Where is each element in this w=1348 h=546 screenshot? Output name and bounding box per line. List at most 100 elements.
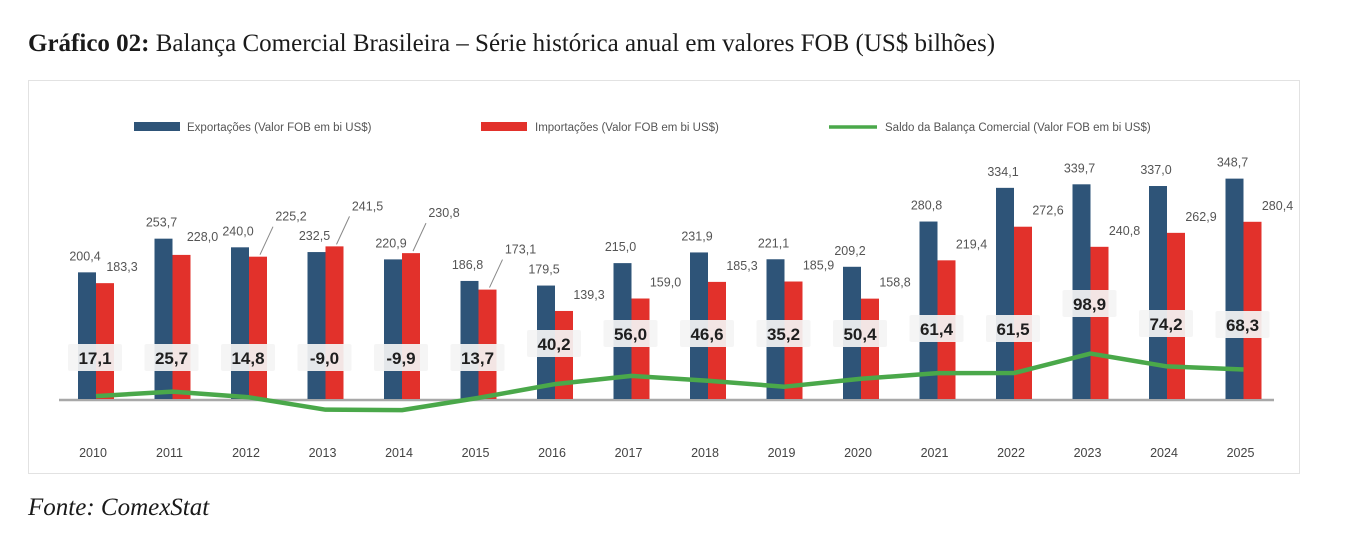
data-label-balance-2015: 13,7 — [461, 349, 494, 368]
data-label-imports-2022: 272,6 — [1032, 204, 1063, 218]
chart-title-prefix: Gráfico 02: — [28, 30, 150, 57]
data-label-balance-2024: 74,2 — [1149, 315, 1182, 334]
data-label-exports-2019: 221,1 — [758, 236, 789, 250]
balance-label-box-2020 — [833, 320, 887, 347]
bar-imports-2010 — [96, 283, 114, 399]
bar-imports-2022 — [1014, 226, 1032, 399]
chart-frame: Exportações (Valor FOB em bi US$) Importa… — [28, 80, 1300, 474]
x-tick-label-2025: 2025 — [1227, 446, 1255, 460]
leader-line-imports-2013 — [336, 216, 350, 245]
x-tick-label-2010: 2010 — [79, 446, 107, 460]
data-label-balance-2012: 14,8 — [231, 349, 264, 368]
data-label-imports-2014: 230,8 — [428, 206, 459, 220]
balance-label-box-2017 — [603, 320, 658, 347]
bar-exports-2024 — [1149, 186, 1167, 399]
data-label-exports-2010: 200,4 — [69, 249, 100, 263]
bar-exports-2025 — [1225, 178, 1244, 399]
data-label-balance-2010: 17,1 — [78, 349, 111, 368]
data-label-exports-2025: 348,7 — [1217, 156, 1248, 170]
x-tick-label-2023: 2023 — [1074, 446, 1102, 460]
legend-swatch-exports — [134, 122, 180, 131]
bar-imports-2011 — [172, 254, 191, 399]
data-label-exports-2011: 253,7 — [146, 216, 177, 230]
x-tick-label-2016: 2016 — [538, 446, 566, 460]
bar-exports-2021 — [919, 221, 938, 399]
x-tick-label-2018: 2018 — [691, 446, 719, 460]
bar-exports-2010 — [78, 272, 96, 399]
data-label-exports-2024: 337,0 — [1140, 163, 1171, 177]
bar-line-chart: Exportações (Valor FOB em bi US$) Importa… — [59, 122, 1293, 460]
data-label-imports-2020: 158,8 — [879, 276, 910, 290]
x-tick-label-2022: 2022 — [997, 446, 1025, 460]
data-label-balance-2022: 61,5 — [996, 320, 1029, 339]
legend-label-balance: Saldo da Balança Comercial (Valor FOB em… — [885, 122, 1151, 134]
data-label-imports-2012: 225,2 — [275, 210, 306, 224]
data-label-exports-2023: 339,7 — [1064, 161, 1095, 175]
data-label-imports-2023: 240,8 — [1109, 224, 1140, 238]
data-label-balance-2013: -9,0 — [310, 349, 339, 368]
data-label-balance-2011: 25,7 — [155, 349, 188, 368]
data-label-exports-2020: 209,2 — [834, 244, 865, 258]
balance-label-box-2015 — [450, 344, 505, 371]
x-tick-label-2011: 2011 — [156, 446, 183, 460]
data-label-balance-2025: 68,3 — [1226, 316, 1259, 335]
balance-label-box-2016 — [527, 330, 581, 357]
balance-label-box-2012 — [221, 344, 275, 371]
data-label-imports-2017: 159,0 — [650, 276, 681, 290]
legend-swatch-imports — [481, 122, 527, 131]
data-label-imports-2025: 280,4 — [1262, 199, 1293, 213]
data-label-exports-2022: 334,1 — [987, 165, 1018, 179]
data-label-imports-2018: 185,3 — [726, 259, 757, 273]
data-label-balance-2018: 46,6 — [690, 325, 723, 344]
data-label-exports-2021: 280,8 — [911, 199, 942, 213]
leader-line-imports-2012 — [259, 226, 274, 255]
bar-imports-2025 — [1243, 221, 1262, 399]
data-label-imports-2024: 262,9 — [1185, 210, 1216, 224]
data-label-exports-2014: 220,9 — [375, 236, 406, 250]
balance-label-box-2022 — [986, 315, 1040, 342]
bar-imports-2017 — [631, 298, 650, 399]
x-tick-label-2020: 2020 — [844, 446, 872, 460]
x-tick-label-2021: 2021 — [921, 446, 949, 460]
x-tick-label-2014: 2014 — [385, 446, 413, 460]
line-balance-series — [95, 351, 1244, 413]
leader-line-imports-2014 — [412, 222, 427, 252]
bar-exports-2013 — [307, 252, 326, 399]
x-tick-label-2013: 2013 — [309, 446, 337, 460]
data-label-exports-2018: 231,9 — [681, 229, 712, 243]
bar-exports-2022 — [996, 187, 1014, 399]
bar-imports-2012 — [249, 256, 267, 399]
bar-imports-2013 — [325, 246, 344, 399]
balance-label-box-2024 — [1139, 310, 1193, 337]
data-label-imports-2021: 219,4 — [956, 237, 987, 251]
bar-exports-2012 — [231, 247, 249, 399]
data-label-exports-2015: 186,8 — [452, 258, 483, 272]
data-label-imports-2019: 185,9 — [803, 259, 834, 273]
balance-label-box-2025 — [1215, 311, 1270, 338]
balance-label-box-2018 — [680, 320, 734, 347]
bar-exports-2015 — [460, 280, 479, 399]
x-tick-label-2015: 2015 — [462, 446, 490, 460]
balance-label-box-2011 — [144, 344, 199, 371]
data-label-imports-2015: 173,1 — [505, 243, 536, 257]
leader-line-imports-2015 — [489, 259, 503, 288]
balance-label-box-2014 — [374, 344, 428, 371]
balance-label-box-2010 — [68, 344, 122, 371]
x-tick-label-2012: 2012 — [232, 446, 260, 460]
chart-title-text: Balança Comercial Brasileira – Série his… — [155, 30, 996, 57]
balance-label-box-2023 — [1062, 290, 1117, 317]
balance-label-box-2021 — [909, 315, 964, 342]
legend-label-exports: Exportações (Valor FOB em bi US$) — [187, 122, 372, 134]
data-label-imports-2013: 241,5 — [352, 199, 383, 213]
x-tick-label-2024: 2024 — [1150, 446, 1178, 460]
chart-title: Gráfico 02: Balança Comercial Brasileira… — [28, 30, 995, 58]
data-label-imports-2010: 183,3 — [106, 260, 137, 274]
bar-imports-2014 — [402, 253, 420, 399]
data-label-balance-2021: 61,4 — [920, 320, 954, 339]
balance-label-box-2013 — [297, 344, 352, 371]
data-label-balance-2014: -9,9 — [386, 349, 415, 368]
data-label-balance-2017: 56,0 — [614, 325, 647, 344]
data-label-exports-2016: 179,5 — [528, 263, 559, 277]
data-label-imports-2016: 139,3 — [573, 288, 604, 302]
x-tick-label-2017: 2017 — [615, 446, 643, 460]
